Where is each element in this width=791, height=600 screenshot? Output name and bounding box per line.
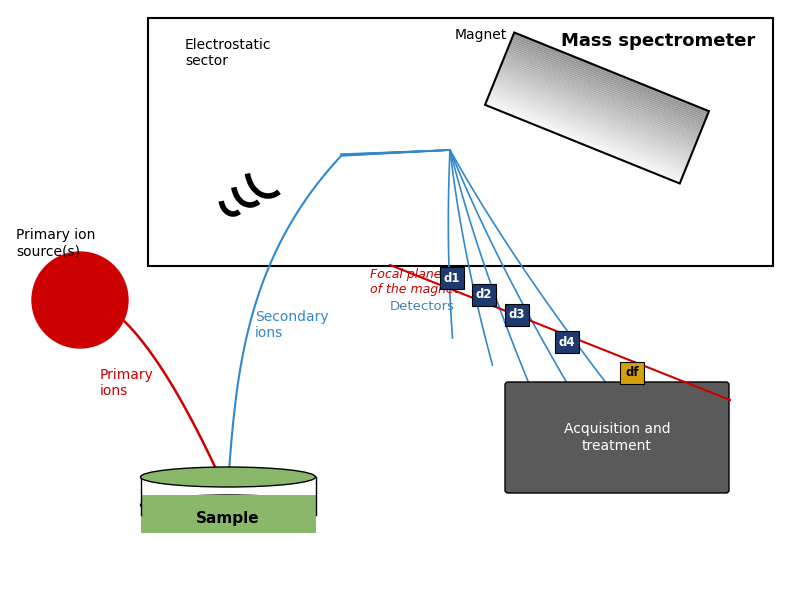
Ellipse shape	[141, 467, 316, 487]
Bar	[440, 267, 464, 289]
Polygon shape	[513, 34, 708, 115]
Text: d4: d4	[558, 335, 575, 349]
Bar	[141, 495, 316, 533]
Polygon shape	[505, 52, 701, 133]
Polygon shape	[511, 38, 707, 118]
Polygon shape	[490, 92, 685, 173]
Circle shape	[32, 252, 128, 348]
Polygon shape	[506, 50, 702, 131]
Polygon shape	[496, 76, 691, 157]
Bar	[620, 362, 644, 384]
Polygon shape	[490, 91, 686, 171]
Polygon shape	[502, 59, 698, 140]
Polygon shape	[509, 43, 705, 124]
Text: Focal plane
of the magnet: Focal plane of the magnet	[370, 268, 459, 296]
Polygon shape	[510, 41, 706, 122]
Polygon shape	[489, 94, 684, 175]
Polygon shape	[494, 80, 690, 160]
Text: d2: d2	[475, 289, 492, 301]
Text: Primary ion
source(s): Primary ion source(s)	[16, 228, 96, 258]
Polygon shape	[501, 65, 696, 146]
Polygon shape	[503, 58, 698, 138]
Text: df: df	[625, 367, 639, 379]
Polygon shape	[498, 72, 693, 153]
Polygon shape	[494, 82, 689, 162]
Polygon shape	[508, 47, 703, 127]
Text: Mass spectrometer: Mass spectrometer	[561, 32, 755, 50]
Bar	[505, 304, 529, 326]
Polygon shape	[485, 103, 680, 184]
Polygon shape	[492, 87, 687, 167]
Ellipse shape	[141, 495, 316, 515]
Bar	[555, 331, 579, 353]
Text: Primary
ions: Primary ions	[100, 368, 154, 398]
Polygon shape	[501, 63, 697, 144]
Text: Magnet: Magnet	[455, 28, 507, 42]
Polygon shape	[498, 70, 694, 151]
Polygon shape	[493, 83, 688, 164]
Bar	[148, 18, 773, 266]
Polygon shape	[487, 98, 683, 178]
FancyBboxPatch shape	[505, 382, 729, 493]
Text: Detectors: Detectors	[390, 299, 455, 313]
Polygon shape	[486, 101, 681, 182]
Bar	[472, 284, 496, 306]
Text: d3: d3	[509, 308, 525, 322]
Polygon shape	[507, 49, 702, 129]
Text: Electrostatic
sector: Electrostatic sector	[185, 38, 271, 68]
Text: Sample: Sample	[196, 511, 259, 527]
Polygon shape	[492, 85, 688, 166]
Text: d1: d1	[444, 271, 460, 284]
Polygon shape	[499, 68, 694, 149]
Polygon shape	[497, 74, 692, 155]
Polygon shape	[501, 61, 698, 142]
Text: Secondary
ions: Secondary ions	[255, 310, 328, 340]
Polygon shape	[488, 96, 683, 176]
Polygon shape	[486, 100, 682, 180]
Polygon shape	[500, 67, 695, 148]
Polygon shape	[505, 54, 700, 134]
Polygon shape	[495, 78, 691, 158]
Polygon shape	[509, 45, 704, 125]
Polygon shape	[511, 40, 706, 120]
Polygon shape	[512, 36, 707, 116]
Polygon shape	[513, 32, 709, 113]
Text: Acquisition and
treatment: Acquisition and treatment	[564, 422, 670, 452]
Polygon shape	[491, 89, 687, 169]
Polygon shape	[504, 56, 699, 136]
